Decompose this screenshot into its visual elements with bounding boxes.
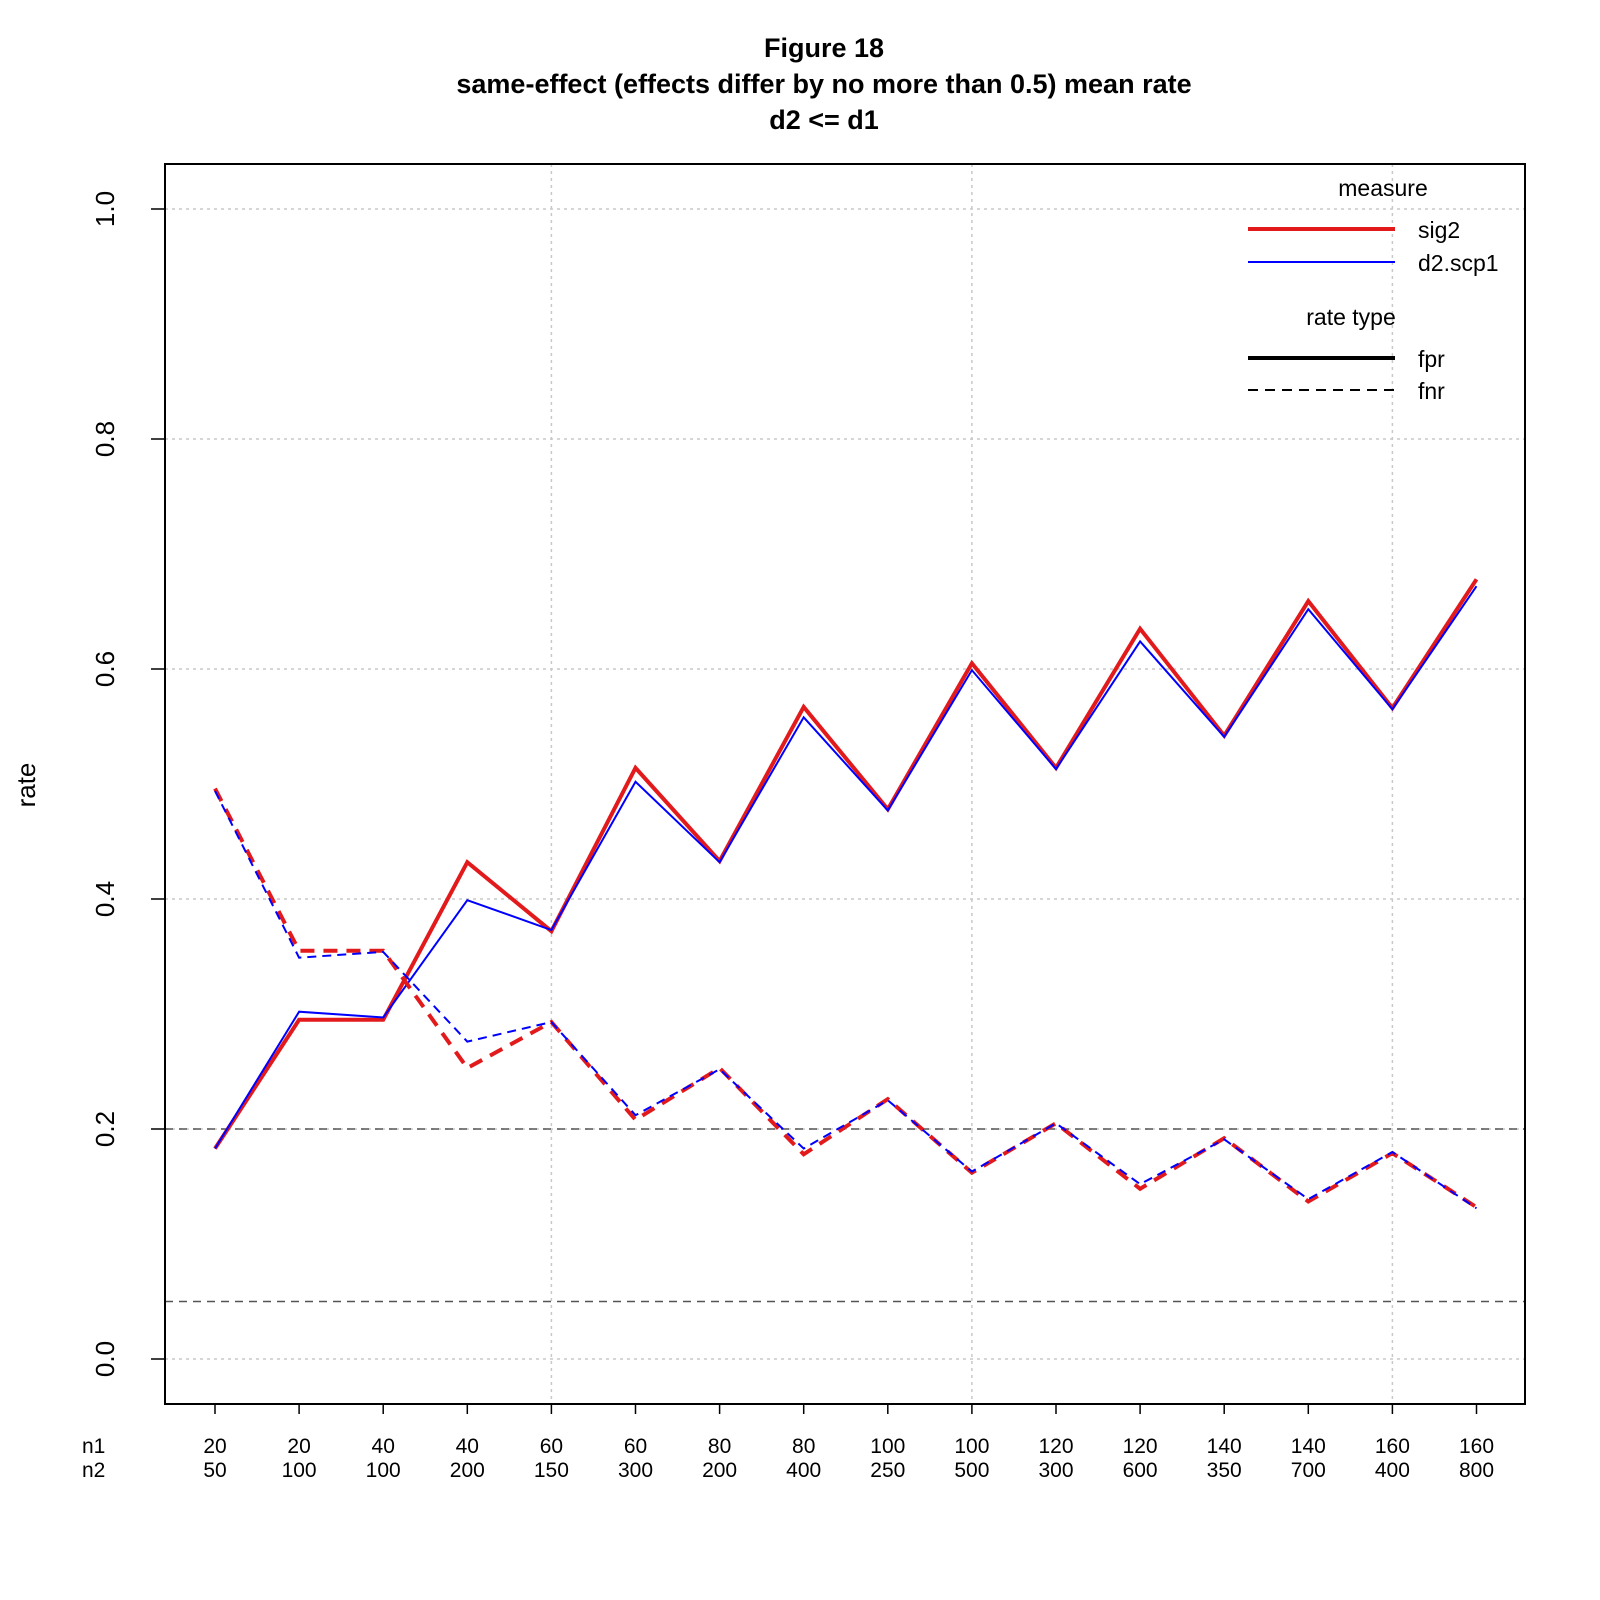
x-tick-label-n2-15: 800	[1459, 1459, 1494, 1482]
x-tick-label-n2-13: 700	[1291, 1459, 1326, 1482]
x-tick-label-n2-2: 100	[366, 1459, 401, 1482]
plot-frame	[164, 163, 1526, 1405]
y-axis-ticks: 0.0 0.2 0.4 0.6 0.8 1.0	[90, 191, 165, 1377]
x-tick-label-n2-1: 100	[282, 1459, 317, 1482]
x-tick-label-n1-9: 100	[954, 1435, 989, 1458]
x-tick-label-n2-7: 400	[786, 1459, 821, 1482]
x-tick-label-n1-0: 20	[203, 1435, 226, 1458]
x-row-label-n2: n2	[82, 1459, 105, 1482]
x-row-label-n1: n1	[82, 1435, 105, 1458]
legend-measure-title: measure	[1338, 175, 1427, 201]
x-tick-label-n1-11: 120	[1123, 1435, 1158, 1458]
legend-label-d2-scp1: d2.scp1	[1418, 250, 1499, 276]
x-tick-label-n1-8: 100	[870, 1435, 905, 1458]
chart-subtitle-2: d2 <= d1	[769, 105, 879, 135]
y-tick-label-0: 0.0	[90, 1341, 120, 1377]
x-tick-label-n1-7: 80	[792, 1435, 815, 1458]
legend-label-fnr: fnr	[1418, 378, 1445, 404]
series-line-sig2-fnr	[213, 787, 1478, 1209]
x-tick-label-n2-3: 200	[450, 1459, 485, 1482]
x-tick-label-n1-2: 40	[372, 1435, 395, 1458]
x-tick-label-n2-0: 50	[203, 1459, 226, 1482]
chart-title: Figure 18	[764, 33, 884, 63]
series-lines	[213, 578, 1479, 1210]
x-tick-label-n1-14: 160	[1375, 1435, 1410, 1458]
y-tick-label-5: 1.0	[90, 191, 120, 227]
legend-label-sig2: sig2	[1418, 217, 1460, 243]
x-tick-label-n1-6: 80	[708, 1435, 731, 1458]
x-tick-label-n2-4: 150	[534, 1459, 569, 1482]
legend-rate-title: rate type	[1306, 304, 1396, 330]
x-tick-label-n1-3: 40	[456, 1435, 479, 1458]
series-line-d2-scp1-fpr	[214, 585, 1478, 1150]
y-tick-label-2: 0.4	[90, 881, 120, 917]
x-tick-label-n1-12: 140	[1207, 1435, 1242, 1458]
x-tick-label-n1-4: 60	[540, 1435, 563, 1458]
y-tick-label-4: 0.8	[90, 421, 120, 457]
x-tick-label-n2-11: 600	[1123, 1459, 1158, 1482]
x-tick-label-n2-12: 350	[1207, 1459, 1242, 1482]
legend-label-fpr: fpr	[1418, 346, 1445, 372]
series-line-d2-scp1-fnr	[214, 790, 1478, 1210]
y-axis-title: rate	[11, 763, 41, 808]
y-tick-label-3: 0.6	[90, 651, 120, 687]
x-tick-label-n2-14: 400	[1375, 1459, 1410, 1482]
y-tick-label-1: 0.2	[90, 1111, 120, 1147]
x-tick-label-n1-10: 120	[1038, 1435, 1073, 1458]
legend: measure sig2 d2.scp1 rate type fpr fnr	[1248, 175, 1499, 404]
x-tick-label-n1-13: 140	[1291, 1435, 1326, 1458]
x-tick-label-n2-8: 250	[870, 1459, 905, 1482]
x-tick-label-n2-6: 200	[702, 1459, 737, 1482]
x-tick-label-n1-1: 20	[287, 1435, 310, 1458]
x-tick-label-n2-10: 300	[1038, 1459, 1073, 1482]
chart-subtitle: same-effect (effects differ by no more t…	[456, 69, 1191, 99]
x-tick-label-n2-5: 300	[618, 1459, 653, 1482]
x-tick-label-n1-5: 60	[624, 1435, 647, 1458]
series-line-sig2-fpr	[213, 578, 1479, 1150]
x-tick-label-n1-15: 160	[1459, 1435, 1494, 1458]
x-tick-label-n2-9: 500	[954, 1459, 989, 1482]
x-axis-ticks: 2050201004010040200601506030080200804001…	[203, 1404, 1494, 1482]
